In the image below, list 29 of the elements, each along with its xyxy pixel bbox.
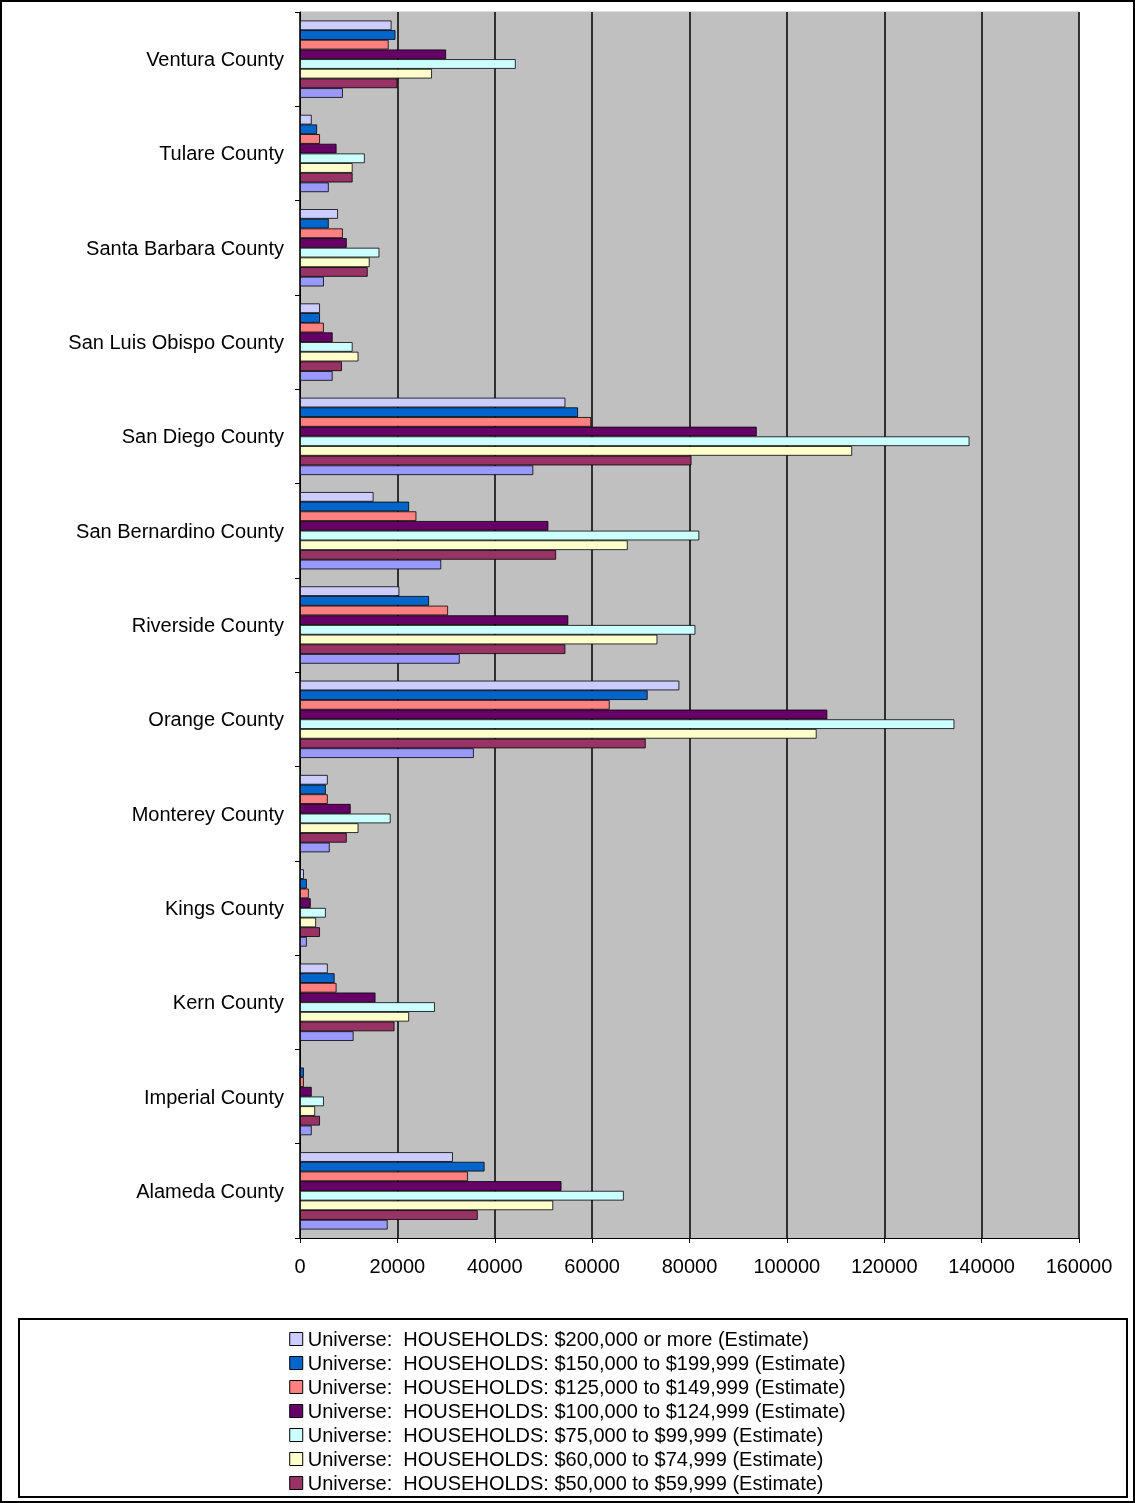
legend-label: Universe: HOUSEHOLDS: $150,000 to $199,999 (Estimate) bbox=[307, 1352, 846, 1374]
legend-label: Universe: HOUSEHOLDS: $100,000 to $124,999 (Estimate) bbox=[307, 1400, 846, 1422]
y-tick-label: Santa Barbara County bbox=[86, 236, 284, 259]
y-tick-label: Orange County bbox=[148, 708, 284, 731]
y-tick-label: San Bernardino County bbox=[76, 519, 284, 542]
y-tick-label: Alameda County bbox=[136, 1179, 284, 1202]
y-tick-label: Kern County bbox=[172, 991, 284, 1014]
x-tick-label: 20000 bbox=[369, 1255, 426, 1277]
x-tick-label: 0 bbox=[294, 1255, 306, 1277]
x-tick-label: 40000 bbox=[466, 1255, 523, 1277]
y-tick-label: Riverside County bbox=[131, 614, 284, 636]
y-tick-label: San Luis Obispo County bbox=[68, 331, 284, 354]
legend-label: Universe: HOUSEHOLDS: $60,000 to $74,999 (Estimate) bbox=[307, 1448, 824, 1470]
y-tick-label: Monterey County bbox=[131, 802, 284, 825]
y-tick-label: San Diego County bbox=[121, 425, 284, 448]
x-tick-label: 140000 bbox=[948, 1255, 1015, 1277]
legend-label: Universe: HOUSEHOLDS: $75,000 to $99,999 (Estimate) bbox=[307, 1424, 824, 1446]
legend-label: Universe: HOUSEHOLDS: $125,000 to $149,999 (Estimate) bbox=[307, 1376, 846, 1398]
y-tick-label: Imperial County bbox=[143, 1085, 284, 1108]
x-tick-label: 60000 bbox=[564, 1255, 620, 1277]
x-tick-label: 160000 bbox=[1045, 1255, 1113, 1277]
legend-label: Universe: HOUSEHOLDS: $50,000 to $59,999 (Estimate) bbox=[307, 1472, 824, 1494]
y-tick-label: Ventura County bbox=[146, 48, 284, 71]
y-tick-label: Kings County bbox=[165, 896, 284, 919]
x-tick-label: 80000 bbox=[661, 1255, 718, 1277]
legend-label: Universe: HOUSEHOLDS: $200,000 or more (Estimate) bbox=[307, 1328, 810, 1350]
x-tick-label: 100000 bbox=[753, 1255, 821, 1277]
y-tick-label: Tulare County bbox=[159, 142, 284, 165]
x-tick-label: 120000 bbox=[850, 1255, 918, 1277]
